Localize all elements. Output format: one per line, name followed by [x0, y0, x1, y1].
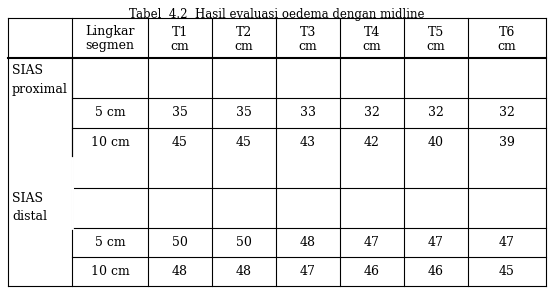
- Text: 32: 32: [364, 106, 380, 120]
- Text: T3: T3: [300, 25, 316, 38]
- Text: 48: 48: [172, 265, 188, 278]
- Text: 5 cm: 5 cm: [95, 236, 125, 249]
- Text: 46: 46: [428, 265, 444, 278]
- Text: cm: cm: [171, 40, 189, 52]
- Text: 48: 48: [236, 265, 252, 278]
- Text: SIAS: SIAS: [12, 64, 43, 76]
- Text: cm: cm: [299, 40, 317, 52]
- Text: 35: 35: [236, 106, 252, 120]
- Text: 47: 47: [428, 236, 444, 249]
- Text: SIAS: SIAS: [12, 192, 43, 205]
- Text: 50: 50: [236, 236, 252, 249]
- Text: 46: 46: [364, 265, 380, 278]
- Text: 33: 33: [300, 106, 316, 120]
- Text: proximal: proximal: [12, 84, 68, 96]
- Text: 10 cm: 10 cm: [91, 265, 130, 278]
- Text: 35: 35: [172, 106, 188, 120]
- Text: 32: 32: [499, 106, 515, 120]
- Text: 39: 39: [499, 137, 515, 149]
- Text: 50: 50: [172, 236, 188, 249]
- Text: 47: 47: [364, 236, 380, 249]
- Text: 10 cm: 10 cm: [91, 137, 130, 149]
- Text: Lingkar: Lingkar: [85, 25, 135, 38]
- Text: T5: T5: [428, 25, 444, 38]
- Text: 40: 40: [428, 137, 444, 149]
- Text: segmen: segmen: [85, 40, 135, 52]
- Text: cm: cm: [427, 40, 445, 52]
- Text: distal: distal: [12, 209, 47, 222]
- Text: 48: 48: [300, 236, 316, 249]
- Text: 42: 42: [364, 137, 380, 149]
- Text: 32: 32: [428, 106, 444, 120]
- Text: 47: 47: [300, 265, 316, 278]
- Text: 43: 43: [300, 137, 316, 149]
- Text: T2: T2: [236, 25, 252, 38]
- Text: 45: 45: [499, 265, 515, 278]
- Text: 5 cm: 5 cm: [95, 106, 125, 120]
- Text: 45: 45: [236, 137, 252, 149]
- Text: T4: T4: [364, 25, 380, 38]
- Text: 45: 45: [172, 137, 188, 149]
- Text: cm: cm: [497, 40, 516, 52]
- Text: 47: 47: [499, 236, 515, 249]
- Text: cm: cm: [363, 40, 381, 52]
- Text: T6: T6: [499, 25, 515, 38]
- Text: T1: T1: [172, 25, 188, 38]
- Text: Tabel  4.2  Hasil evaluasi oedema dengan midline: Tabel 4.2 Hasil evaluasi oedema dengan m…: [129, 8, 425, 21]
- Text: cm: cm: [235, 40, 253, 52]
